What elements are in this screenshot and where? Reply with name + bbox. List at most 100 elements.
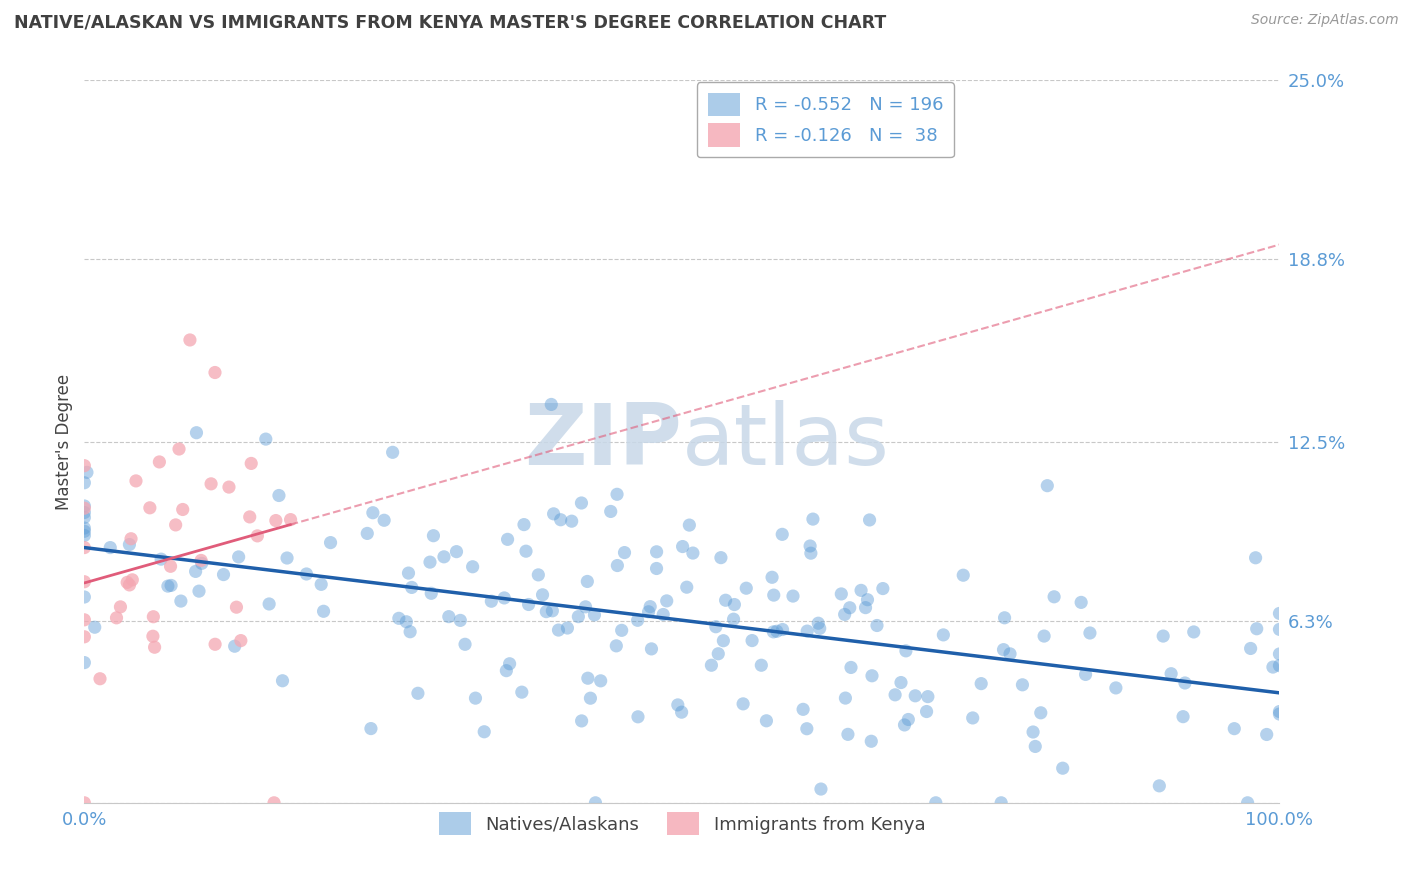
Point	[970, 676, 993, 690]
Point	[422, 529, 444, 543]
Point	[449, 614, 471, 628]
Point	[801, 512, 824, 526]
Point	[319, 535, 342, 549]
Point	[115, 575, 138, 590]
Point	[585, 796, 607, 810]
Point	[1268, 647, 1291, 661]
Point	[796, 624, 818, 639]
Point	[172, 502, 194, 516]
Point	[271, 673, 294, 688]
Point	[583, 607, 606, 622]
Point	[167, 442, 190, 456]
Point	[860, 669, 883, 683]
Point	[200, 476, 222, 491]
Point	[1236, 796, 1258, 810]
Point	[671, 540, 693, 554]
Point	[993, 642, 1015, 657]
Point	[228, 549, 250, 564]
Point	[998, 647, 1021, 661]
Point	[735, 581, 758, 595]
Point	[73, 590, 96, 604]
Point	[257, 597, 280, 611]
Point	[472, 724, 495, 739]
Point	[517, 598, 540, 612]
Point	[1171, 709, 1194, 723]
Point	[605, 639, 627, 653]
Point	[652, 607, 675, 622]
Point	[156, 579, 179, 593]
Point	[904, 689, 927, 703]
Point	[1268, 706, 1291, 721]
Point	[454, 637, 477, 651]
Point	[1268, 607, 1291, 621]
Point	[148, 455, 170, 469]
Point	[360, 722, 382, 736]
Point	[190, 553, 212, 567]
Point	[395, 615, 418, 629]
Point	[239, 509, 262, 524]
Point	[204, 637, 226, 651]
Point	[952, 568, 974, 582]
Point	[782, 589, 804, 603]
Point	[1149, 779, 1171, 793]
Point	[159, 559, 181, 574]
Point	[1268, 658, 1291, 673]
Point	[160, 578, 183, 592]
Point	[707, 647, 730, 661]
Point	[179, 333, 201, 347]
Point	[890, 675, 912, 690]
Point	[246, 529, 269, 543]
Point	[714, 593, 737, 607]
Point	[830, 587, 852, 601]
Point	[73, 630, 96, 644]
Point	[770, 527, 793, 541]
Point	[1174, 676, 1197, 690]
Point	[925, 796, 948, 810]
Point	[446, 544, 468, 558]
Point	[1078, 626, 1101, 640]
Point	[240, 457, 263, 471]
Point	[613, 545, 636, 559]
Point	[638, 599, 661, 614]
Point	[723, 598, 745, 612]
Point	[513, 517, 536, 532]
Point	[766, 624, 789, 639]
Point	[897, 713, 920, 727]
Point	[142, 609, 165, 624]
Point	[858, 513, 880, 527]
Point	[73, 521, 96, 535]
Point	[589, 673, 612, 688]
Point	[808, 621, 831, 635]
Point	[682, 546, 704, 560]
Point	[204, 366, 226, 380]
Point	[962, 711, 984, 725]
Point	[579, 691, 602, 706]
Point	[110, 599, 132, 614]
Point	[917, 690, 939, 704]
Point	[796, 722, 818, 736]
Point	[704, 620, 727, 634]
Point	[627, 710, 650, 724]
Point	[381, 445, 404, 459]
Point	[893, 718, 915, 732]
Point	[1024, 739, 1046, 754]
Point	[772, 623, 794, 637]
Point	[834, 691, 856, 706]
Point	[170, 594, 193, 608]
Point	[1011, 678, 1033, 692]
Point	[276, 551, 298, 566]
Point	[495, 664, 517, 678]
Point	[543, 507, 565, 521]
Point	[1043, 590, 1066, 604]
Point	[800, 546, 823, 560]
Point	[1256, 727, 1278, 741]
Point	[837, 727, 859, 741]
Point	[190, 557, 212, 571]
Point	[1033, 629, 1056, 643]
Point	[254, 432, 277, 446]
Point	[1268, 705, 1291, 719]
Point	[606, 558, 628, 573]
Point	[406, 686, 429, 700]
Point	[733, 697, 755, 711]
Text: NATIVE/ALASKAN VS IMMIGRANTS FROM KENYA MASTER'S DEGREE CORRELATION CHART: NATIVE/ALASKAN VS IMMIGRANTS FROM KENYA …	[14, 13, 886, 31]
